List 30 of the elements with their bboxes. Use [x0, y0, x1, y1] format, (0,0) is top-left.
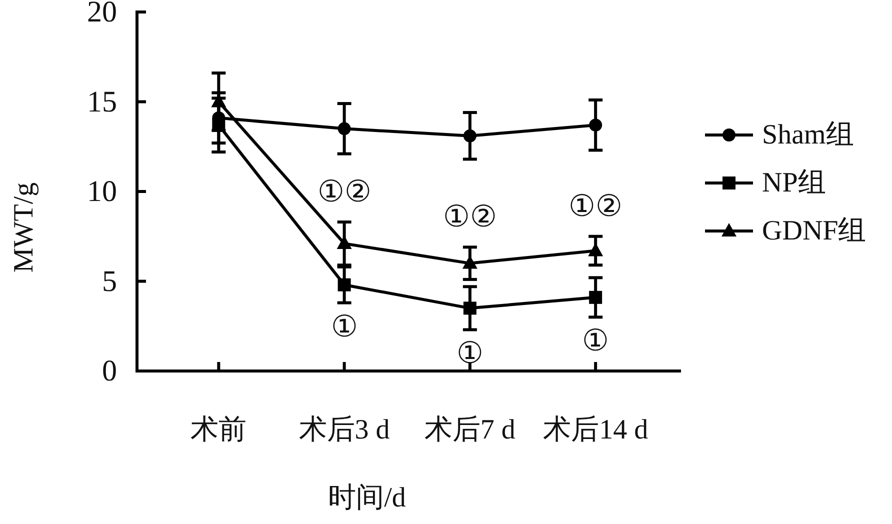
legend-item: NP组	[705, 168, 826, 198]
annotation: ①②	[568, 190, 623, 223]
legend-label: NP组	[762, 168, 826, 198]
legend-label: Sham组	[762, 120, 854, 150]
annotation: ①	[582, 324, 610, 358]
annotation: ①	[330, 310, 358, 344]
x-tick-label: 术后14 d	[543, 414, 648, 446]
point	[338, 278, 351, 292]
point	[463, 302, 476, 315]
x-tick-label: 术后7 d	[424, 414, 516, 446]
legend-item: Sham组	[705, 120, 854, 150]
y-tick-label: 0	[102, 354, 117, 388]
annotation: ①②	[442, 200, 497, 234]
point	[338, 122, 351, 136]
x-tick-label: 术后3 d	[298, 414, 390, 446]
annotation: ①	[456, 337, 484, 370]
y-tick-label: 10	[87, 175, 117, 208]
legend-item: GDNF组	[705, 216, 866, 246]
annotation: ①②	[317, 176, 372, 209]
x-tick-label: 术前	[190, 414, 247, 446]
point	[589, 118, 602, 132]
y-tick-label: 20	[87, 0, 117, 28]
y-axis-title: MWT/g	[8, 182, 40, 273]
point	[463, 129, 476, 142]
point	[589, 290, 602, 304]
y-tick-label: 15	[87, 85, 117, 118]
x-axis-title: 时间/d	[328, 482, 406, 514]
y-tick-label: 5	[102, 264, 117, 298]
point	[336, 236, 352, 250]
legend-label: GDNF组	[762, 216, 866, 246]
